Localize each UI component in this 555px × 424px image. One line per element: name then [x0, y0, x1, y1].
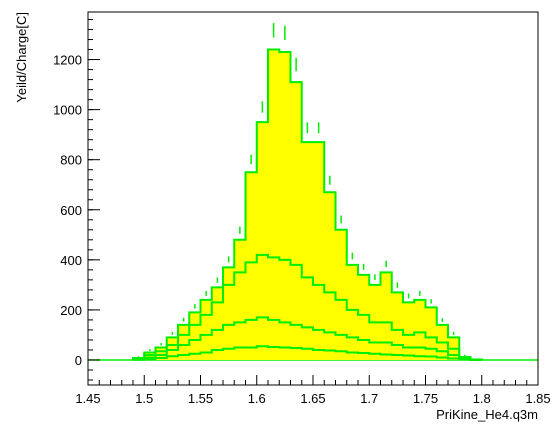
y-tick-label: 1200	[53, 53, 82, 68]
y-tick-label: 0	[75, 353, 82, 368]
x-axis-label: PriKine_He4.q3m	[436, 407, 538, 422]
histogram-fill-0	[133, 49, 482, 360]
x-tick-label: 1.7	[360, 391, 378, 406]
axis-ticks: 1.45 1.5 1.55 1.6 1.65 1.7 1.75 1.8 1.85 0 200 400 6…	[53, 19, 551, 406]
x-tick-label: 1.6	[248, 391, 266, 406]
plot-area	[88, 23, 538, 361]
histogram-series-1	[132, 253, 483, 361]
histogram-series-2	[132, 316, 483, 361]
y-tick-label: 600	[60, 203, 82, 218]
x-tick-label: 1.55	[188, 391, 213, 406]
x-tick-label: 1.45	[75, 391, 100, 406]
histogram-series-3	[132, 345, 482, 361]
histogram-series-0	[132, 48, 483, 361]
y-tick-label: 800	[60, 153, 82, 168]
x-tick-label: 1.75	[413, 391, 438, 406]
y-axis-label: Yeild/Charge[C]	[14, 12, 29, 103]
y-tick-label: 400	[60, 253, 82, 268]
x-tick-label: 1.65	[300, 391, 325, 406]
x-tick-label: 1.85	[525, 391, 550, 406]
x-tick-label: 1.8	[473, 391, 491, 406]
x-tick-label: 1.5	[135, 391, 153, 406]
y-tick-label: 200	[60, 303, 82, 318]
y-tick-label: 1000	[53, 103, 82, 118]
